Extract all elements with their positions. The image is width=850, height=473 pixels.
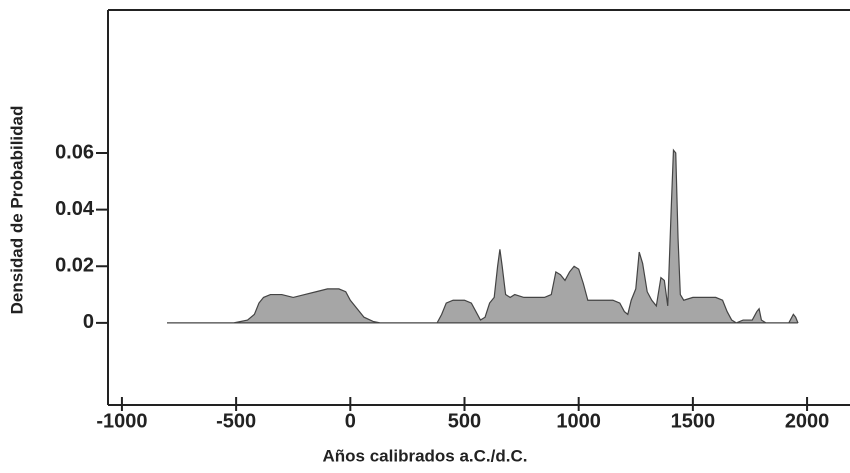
y-tick-label: 0.06 <box>55 141 94 163</box>
density-area <box>167 148 799 324</box>
x-tick-label: -500 <box>216 410 256 432</box>
x-tick-label: 0 <box>345 410 356 432</box>
y-tick-label: 0.02 <box>55 255 94 277</box>
y-tick-label: 0 <box>83 311 94 333</box>
x-tick-label: 1500 <box>671 410 716 432</box>
x-tick-label: 2000 <box>785 410 830 432</box>
y-tick-label: 0.04 <box>55 198 95 220</box>
x-tick-label: 1000 <box>556 410 601 432</box>
x-tick-label: 500 <box>448 410 481 432</box>
x-axis-title: Años calibrados a.C./d.C. <box>323 446 528 465</box>
x-tick-label: -1000 <box>96 410 147 432</box>
y-axis-title: Densidad de Probabilidad <box>7 106 26 315</box>
